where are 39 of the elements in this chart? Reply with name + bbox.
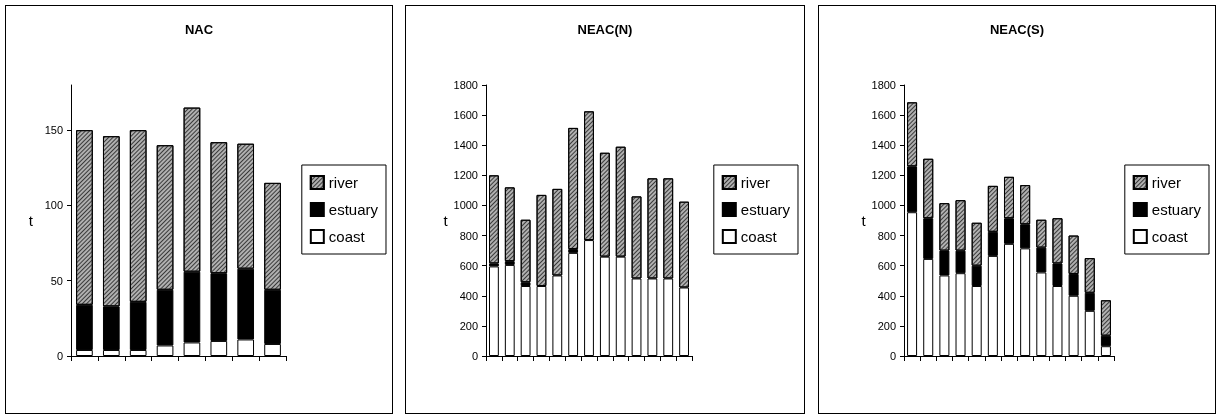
y-tick-label: 1800	[453, 79, 478, 91]
y-tick-label: 1600	[871, 109, 896, 122]
y-tick-label: 400	[459, 289, 478, 302]
legend-label: estuary	[328, 201, 379, 218]
y-tick-label: 1600	[453, 109, 478, 122]
y-tick-label: 600	[459, 259, 478, 272]
legend-label: estuary	[1151, 201, 1202, 218]
y-axis-title: t	[28, 212, 34, 229]
y-tick-label: 800	[877, 229, 896, 242]
y-axis-title: t	[861, 212, 867, 229]
legend-label: river	[328, 174, 358, 191]
legend-label: coast	[740, 228, 778, 245]
legend-label: estuary	[740, 201, 791, 218]
y-axis-title: t	[443, 212, 449, 229]
y-tick-label: 1400	[871, 139, 896, 152]
y-tick-label: 1200	[453, 169, 478, 182]
chart-title: NEAC(S)	[989, 22, 1045, 37]
y-tick-label: 100	[44, 199, 63, 212]
y-tick-label: 400	[877, 289, 896, 302]
y-tick-label: 600	[877, 259, 896, 272]
y-tick-label: 0	[56, 350, 63, 362]
chart-title: NAC	[184, 22, 214, 37]
legend-label: river	[740, 174, 770, 191]
chart-title: NEAC(N)	[577, 22, 633, 37]
y-tick-label: 50	[50, 274, 63, 287]
y-tick-label: 1000	[871, 199, 896, 212]
y-tick-label: 0	[471, 350, 478, 362]
y-tick-label: 800	[459, 229, 478, 242]
y-tick-label: 1200	[871, 169, 896, 182]
legend-label: river	[1151, 174, 1181, 191]
legend-label: coast	[1151, 228, 1189, 245]
y-tick-label: 1000	[453, 199, 478, 212]
y-tick-label: 1800	[871, 79, 896, 91]
y-tick-label: 150	[44, 124, 63, 137]
y-tick-label: 1400	[453, 139, 478, 152]
y-tick-label: 200	[877, 319, 896, 332]
legend-label: coast	[328, 228, 366, 245]
y-tick-label: 200	[459, 319, 478, 332]
y-tick-label: 0	[889, 350, 896, 362]
